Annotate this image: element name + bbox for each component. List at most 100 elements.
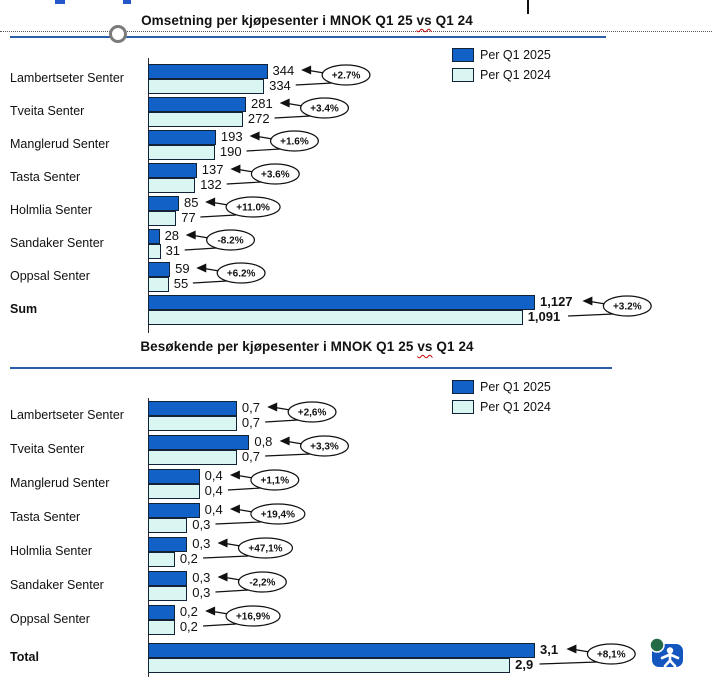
change-callout[interactable]	[237, 537, 294, 559]
text-cursor	[527, 0, 529, 14]
change-label: -8.2%	[217, 236, 243, 247]
bar-q1-2025[interactable]	[148, 643, 535, 658]
misspelled-word: vs	[417, 339, 433, 354]
title-rule	[10, 36, 606, 38]
category-label: Holmlia Senter	[10, 203, 92, 217]
misspelled-word: vs	[416, 13, 432, 28]
shape-anchor-handle[interactable]	[109, 25, 127, 43]
value-label-2025: 344	[272, 63, 295, 78]
bar-q1-2024[interactable]	[148, 244, 161, 259]
value-label-2024: 1,091	[527, 309, 561, 324]
bar-q1-2025[interactable]	[148, 401, 237, 416]
change-callout[interactable]	[206, 229, 256, 251]
bar-q1-2025[interactable]	[148, 130, 216, 145]
bar-q1-2024[interactable]	[148, 79, 265, 94]
change-label: +16,9%	[236, 612, 270, 623]
bar-q1-2024[interactable]	[148, 586, 188, 601]
category-label: Total	[10, 650, 39, 664]
legend-item-2024[interactable]: Per Q1 2024	[452, 397, 551, 417]
change-label: +3.6%	[261, 170, 290, 181]
bar-q1-2024[interactable]	[148, 145, 215, 160]
change-callout[interactable]	[586, 643, 636, 665]
legend-label-2025: Per Q1 2025	[480, 48, 551, 62]
change-label: +47,1%	[248, 544, 282, 555]
y-axis-line	[148, 58, 149, 333]
bar-q1-2024[interactable]	[148, 620, 175, 635]
bar-q1-2025[interactable]	[148, 196, 180, 211]
value-label-2025: 193	[220, 129, 243, 144]
change-callout[interactable]	[287, 401, 337, 423]
legend-item-2025[interactable]: Per Q1 2025	[452, 377, 551, 397]
value-label-2024: 0,2	[179, 619, 198, 634]
bar-q1-2025[interactable]	[148, 503, 200, 518]
value-label-2024: 0,7	[241, 415, 260, 430]
change-callout[interactable]	[225, 605, 281, 627]
change-callout[interactable]	[237, 571, 287, 593]
legend-item-2025[interactable]: Per Q1 2025	[452, 45, 551, 65]
value-label-2024: 55	[173, 276, 189, 291]
change-label: +19,4%	[261, 510, 295, 521]
value-label-2024: 0,4	[204, 483, 223, 498]
bar-q1-2024[interactable]	[148, 178, 196, 193]
legend-swatch-2024-icon	[452, 68, 474, 82]
bar-q1-2025[interactable]	[148, 163, 197, 178]
bar-q1-2024[interactable]	[148, 277, 169, 292]
bar-q1-2025[interactable]	[148, 435, 250, 450]
category-label: Sandaker Senter	[10, 578, 104, 592]
change-label: +2,6%	[298, 408, 327, 419]
category-label: Manglerud Senter	[10, 137, 110, 151]
chart-title-besokende: Besøkende per kjøpesenter i MNOK Q1 25 v…	[140, 339, 474, 354]
legend-label-2024: Per Q1 2024	[480, 400, 551, 414]
category-label: Tveita Senter	[10, 442, 85, 456]
bar-q1-2024[interactable]	[148, 211, 177, 226]
change-callout[interactable]	[225, 196, 281, 218]
legend-item-2024[interactable]: Per Q1 2024	[452, 65, 551, 85]
bar-q1-2025[interactable]	[148, 64, 268, 79]
bar-q1-2025[interactable]	[148, 229, 160, 244]
bar-q1-2025[interactable]	[148, 605, 175, 620]
bar-q1-2024[interactable]	[148, 450, 237, 465]
bar-q1-2024[interactable]	[148, 518, 188, 533]
change-callout[interactable]	[250, 469, 300, 491]
bar-q1-2024[interactable]	[148, 310, 523, 325]
besokende-chart: Per Q1 2025 Per Q1 2024 +2,6% +3,3% +1,1% +…	[0, 374, 712, 682]
bar-q1-2024[interactable]	[148, 658, 511, 673]
value-label-2025: 0,8	[254, 434, 273, 449]
category-label: Sandaker Senter	[10, 236, 104, 250]
cut-heading-fragment	[55, 0, 65, 4]
legend-swatch-2024-icon	[452, 400, 474, 414]
category-label: Sum	[10, 302, 38, 316]
bar-q1-2024[interactable]	[148, 112, 243, 127]
bar-q1-2025[interactable]	[148, 537, 188, 552]
change-callout[interactable]	[300, 97, 350, 119]
change-callout[interactable]	[250, 503, 306, 525]
change-callout[interactable]	[321, 64, 371, 86]
change-callout[interactable]	[250, 163, 300, 185]
bar-q1-2025[interactable]	[148, 571, 188, 586]
change-label: +11.0%	[236, 203, 270, 214]
change-label: +6.2%	[227, 269, 256, 280]
bar-q1-2024[interactable]	[148, 416, 237, 431]
omsetning-chart: Per Q1 2025 Per Q1 2024 +2.7% +3.4% +1.6% +…	[0, 44, 712, 338]
bar-q1-2025[interactable]	[148, 262, 171, 277]
value-label-2025: 0,7	[241, 400, 260, 415]
bar-q1-2024[interactable]	[148, 484, 200, 499]
value-label-2025: 85	[184, 195, 199, 210]
value-label-2025: 137	[201, 162, 224, 177]
change-callout[interactable]	[216, 262, 266, 284]
value-label-2025: 0,3	[192, 536, 211, 551]
bar-q1-2025[interactable]	[148, 469, 200, 484]
category-label: Oppsal Senter	[10, 269, 90, 283]
category-label: Tasta Senter	[10, 170, 81, 184]
change-callout[interactable]	[602, 295, 652, 317]
change-callout[interactable]	[299, 435, 349, 457]
change-callout[interactable]	[269, 130, 319, 152]
value-label-2025: 0,2	[179, 604, 198, 619]
category-label: Holmlia Senter	[10, 544, 92, 558]
change-label: +8,1%	[597, 650, 626, 661]
title-rule	[10, 367, 612, 369]
bar-q1-2025[interactable]	[148, 97, 246, 112]
bar-q1-2024[interactable]	[148, 552, 175, 567]
bar-q1-2025[interactable]	[148, 295, 535, 310]
accessibility-person-badge-icon[interactable]	[646, 635, 688, 673]
